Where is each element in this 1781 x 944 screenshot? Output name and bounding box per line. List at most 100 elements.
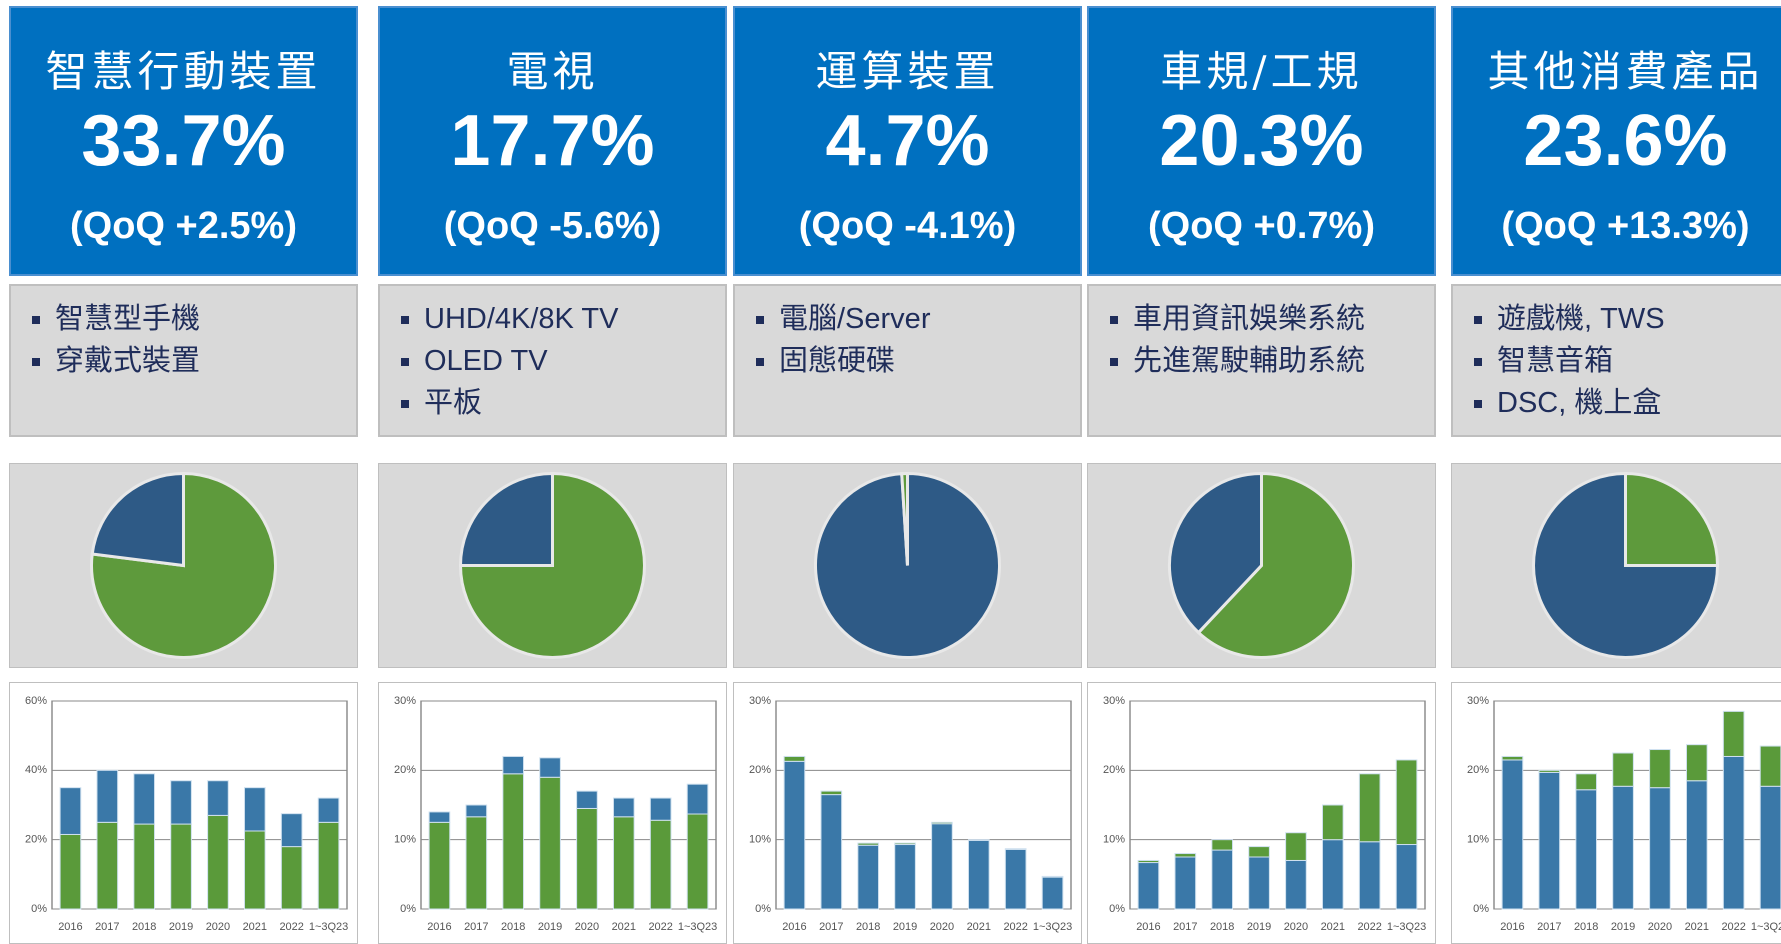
bar-segment: [502, 773, 525, 910]
chart-box: 0% 10% 20% 30% 2016 2017 2018 2019 2020 2021 2022 1…: [378, 682, 727, 944]
y-tick-label: 0%: [400, 903, 416, 915]
bullet-list: UHD/4K/8K TVOLED TV平板: [396, 298, 709, 424]
x-tick-label: 2017: [464, 921, 488, 933]
bar-segment: [539, 757, 561, 778]
chart-box: 0% 10% 20% 30% 2016 2017 2018 2019 2020 2021 2022 1…: [1451, 682, 1781, 944]
bar-segment: [894, 842, 916, 846]
x-tick-label: 2016: [1136, 921, 1160, 933]
bar-segment: [1004, 848, 1027, 910]
bullet-item: UHD/4K/8K TV: [424, 298, 709, 340]
bar-segment: [1649, 749, 1671, 789]
x-tick-label: 2022: [279, 921, 303, 933]
pie-slice: [1196, 471, 1355, 659]
bar-segment: [59, 787, 82, 835]
chart-box: [733, 463, 1082, 668]
bar-segment: [1722, 755, 1745, 910]
bar-segment: [1395, 844, 1418, 910]
chart: 0% 10% 20% 30% 2016 2017 2018 2019 2020 2021 2022 1…: [394, 695, 717, 933]
chart: [1168, 471, 1355, 659]
y-tick-label: 30%: [1467, 695, 1489, 707]
x-tick-label: 2019: [893, 921, 917, 933]
bar-segment: [783, 755, 806, 762]
pie-slice: [458, 471, 646, 659]
x-tick-label: 2020: [575, 921, 599, 933]
y-tick-label: 20%: [749, 764, 771, 776]
pie-slice: [458, 471, 554, 567]
x-tick-label: 1~3Q23: [309, 921, 348, 933]
bar-segment: [1501, 759, 1524, 910]
bar-segment: [967, 839, 990, 910]
x-tick-label: 2021: [612, 921, 636, 933]
bar-segment: [1612, 785, 1634, 910]
bar-segment: [857, 844, 880, 910]
plot-area: [420, 700, 717, 910]
bar-segment: [857, 842, 880, 846]
bar-segment: [820, 794, 843, 910]
y-tick-label: 0%: [1109, 903, 1125, 915]
y-tick-label: 20%: [25, 834, 47, 846]
bar-segment: [280, 846, 303, 910]
bar-segment: [1321, 804, 1344, 841]
category-header: 其他消費產品 23.6% (QoQ +13.3%): [1451, 6, 1781, 276]
bar-segment: [1538, 769, 1561, 773]
chart-box: 0% 10% 20% 30% 2016 2017 2018 2019 2020 2021 2022 1…: [1087, 682, 1436, 944]
bullet-list: 車用資訊娛樂系統先進駕駛輔助系統: [1105, 298, 1418, 382]
chart-box: 0% 10% 20% 30% 2016 2017 2018 2019 2020 2021 2022 1…: [733, 682, 1082, 944]
bar-segment: [1041, 876, 1064, 910]
x-tick-label: 2019: [169, 921, 193, 933]
pie-slice: [90, 471, 185, 568]
x-tick-label: 2020: [206, 921, 230, 933]
bar-segment: [931, 823, 953, 910]
y-tick-label: 30%: [749, 695, 771, 707]
bar-segment: [1285, 832, 1307, 861]
pie-slice: [1168, 471, 1263, 635]
x-tick-label: 2016: [427, 921, 451, 933]
chart: 0% 10% 20% 30% 2016 2017 2018 2019 2020 2021 2022 1…: [1467, 695, 1781, 933]
x-tick-label: 2016: [782, 921, 806, 933]
x-tick-label: 2017: [1537, 921, 1561, 933]
bullet-list: 電腦/Server固態硬碟: [751, 298, 1064, 382]
x-tick-label: 2021: [1321, 921, 1345, 933]
bar-segment: [280, 813, 303, 848]
chart: [814, 471, 1001, 659]
category-qoq: (QoQ +2.5%): [70, 205, 297, 247]
bullet-item: 穿戴式裝置: [55, 340, 340, 382]
bar-segment: [317, 797, 340, 823]
x-tick-label: 2019: [1611, 921, 1635, 933]
bar-segment: [1004, 848, 1027, 850]
x-tick-label: 2022: [1357, 921, 1381, 933]
bar-segment: [1612, 752, 1634, 787]
y-tick-label: 10%: [1103, 834, 1125, 846]
x-tick-label: 2020: [930, 921, 954, 933]
pie-slice: [1532, 471, 1720, 659]
x-tick-label: 2021: [1685, 921, 1709, 933]
x-tick-label: 2018: [1574, 921, 1598, 933]
bar-segment: [1137, 859, 1160, 864]
bar-segment: [1538, 771, 1561, 910]
y-tick-label: 20%: [394, 764, 416, 776]
bar-segment: [1395, 759, 1418, 846]
bar-segment: [1211, 849, 1234, 910]
x-tick-label: 1~3Q23: [1387, 921, 1426, 933]
y-tick-label: 0%: [31, 903, 47, 915]
x-tick-label: 2020: [1284, 921, 1308, 933]
bar-segment: [1575, 789, 1598, 910]
bullet-item: 智慧型手機: [55, 298, 340, 340]
bar-segment: [967, 839, 990, 841]
chart: 0% 10% 20% 30% 2016 2017 2018 2019 2020 2021 2022 1…: [1103, 695, 1426, 933]
chart-box: [9, 463, 358, 668]
chart-box: [1451, 463, 1781, 668]
bullet-list: 智慧型手機穿戴式裝置: [27, 298, 340, 382]
bar-segment: [317, 821, 340, 910]
bar-segment: [1575, 773, 1598, 791]
bar-segment: [243, 787, 266, 832]
plot-area: [1129, 700, 1426, 910]
category-title: 運算裝置: [815, 47, 1000, 96]
bar-segment: [170, 823, 192, 910]
bullet-item: 固態硬碟: [779, 340, 1064, 382]
y-tick-label: 20%: [1467, 764, 1489, 776]
x-tick-label: 2020: [1648, 921, 1672, 933]
bar-segment: [243, 830, 266, 910]
bar-segment: [1211, 839, 1234, 851]
category-title: 其他消費產品: [1487, 47, 1764, 96]
